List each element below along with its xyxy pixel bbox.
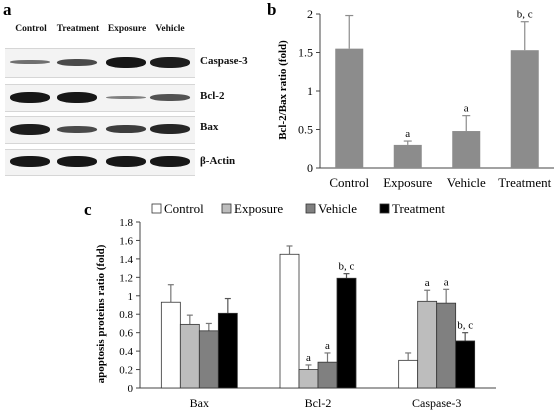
lane-label-control: Control <box>15 24 47 34</box>
chart-c-legend-swatch <box>305 203 316 214</box>
blot-band <box>57 58 97 66</box>
chart-b-x-tick-label: Vehicle <box>447 175 486 190</box>
blot-band <box>57 156 97 167</box>
chart-c-bar <box>160 301 181 389</box>
blot-label-bcl-2: Bcl-2 <box>200 90 225 102</box>
chart-c-bar <box>198 330 219 389</box>
blot-band <box>106 125 146 133</box>
chart-c-x-tick-label: Caspase-3 <box>412 396 461 410</box>
chart-c-y-tick-label: 0 <box>128 383 134 395</box>
chart-c-legend-label: Vehicle <box>318 201 357 216</box>
chart-c-legend-label: Treatment <box>392 201 445 216</box>
chart-b-x-tick-label: Control <box>329 175 369 190</box>
chart-c-y-tick-label: 1.2 <box>119 272 133 284</box>
chart-b-y-tick-label: 2 <box>307 7 313 21</box>
blot-band <box>57 125 97 133</box>
lane-label-exposure: Exposure <box>107 24 147 34</box>
blot-band <box>150 56 190 68</box>
chart-c-legend: Control Exposure Vehicle Treatment <box>151 201 445 216</box>
bcl2-bax-ratio-chart: Bcl-2/Bax ratio (fold) 0 0.5 1 1.5 2 Control E… <box>277 7 554 190</box>
chart-c-legend-swatch <box>379 203 390 214</box>
blot-band <box>10 156 50 167</box>
chart-c-legend-label: Control <box>164 201 204 216</box>
chart-c-bar <box>298 369 319 389</box>
chart-c-bar <box>417 300 438 389</box>
blot-band <box>10 60 50 64</box>
chart-c-legend-swatch <box>221 203 232 214</box>
chart-c-annotation: a <box>306 352 311 364</box>
chart-c-legend-swatch <box>151 203 162 214</box>
chart-c-annotation: b, c <box>339 261 355 273</box>
chart-c-bar <box>436 302 457 389</box>
chart-c-annotation: b, c <box>457 320 473 332</box>
chart-b-marks: a a b, c <box>335 9 539 168</box>
chart-c-legend-label: Exposure <box>234 201 283 216</box>
chart-c-y-tick-label: 0.4 <box>119 346 133 358</box>
chart-b-x-tick-label: Exposure <box>383 175 432 190</box>
chart-b-y-tick-label: 0 <box>307 161 313 175</box>
chart-c-axes: 0 0.2 0.4 0.6 0.8 1 1.2 1.4 1.6 1.8 Bax Bcl-2 Caspas… <box>119 217 496 410</box>
chart-c-bar <box>279 253 300 389</box>
chart-b-ylabel: Bcl-2/Bax ratio (fold) <box>277 40 289 140</box>
chart-c-y-tick-label: 1.6 <box>119 235 133 247</box>
chart-b-annotation: a <box>464 103 469 115</box>
chart-c-bar <box>317 361 338 389</box>
chart-c-x-tick-label: Bcl-2 <box>305 396 332 410</box>
chart-c-bar <box>398 359 419 389</box>
chart-c-y-tick-label: 0.8 <box>119 309 133 321</box>
chart-c-y-tick-label: 0.6 <box>119 328 133 340</box>
blot-band <box>106 56 146 68</box>
chart-c-annotation: a <box>325 340 330 352</box>
western-blot-panel: Control Treatment Exposure Vehicle Caspa… <box>0 0 260 190</box>
chart-b-y-tick-label: 1.5 <box>298 46 313 60</box>
chart-b-bar <box>393 144 422 168</box>
panel-c-letter: c <box>84 200 92 219</box>
chart-c-bar <box>336 277 357 389</box>
chart-c-x-tick-label: Bax <box>190 396 209 410</box>
chart-b-y-tick-label: 1 <box>307 84 313 98</box>
blot-band <box>150 124 190 134</box>
chart-c-bar <box>217 312 238 389</box>
chart-b-bar <box>510 50 539 168</box>
chart-b-y-tick-label: 0.5 <box>298 123 313 137</box>
chart-c-marks: a a b, c a a b, c <box>160 245 476 389</box>
chart-c-ylabel: apoptosis proteins ratio (fold) <box>95 244 107 383</box>
chart-b-bar <box>452 131 481 168</box>
blot-band <box>150 156 190 167</box>
chart-b-x-tick-label: Treatment <box>498 175 551 190</box>
blot-band <box>106 95 146 99</box>
chart-c-y-tick-label: 0.2 <box>119 365 133 377</box>
blot-label-bax: Bax <box>200 121 219 133</box>
chart-c-y-tick-label: 1.8 <box>119 217 133 229</box>
blot-band <box>10 91 50 103</box>
blot-band <box>150 93 190 101</box>
chart-b-bar <box>335 48 364 168</box>
chart-c-bar <box>455 340 476 389</box>
chart-b-axes: 0 0.5 1 1.5 2 Control Exposure Vehicle Treatment <box>298 7 554 190</box>
apoptosis-proteins-chart: apoptosis proteins ratio (fold) Control E… <box>95 201 496 410</box>
panel-b-letter: b <box>267 0 277 19</box>
blot-band <box>106 156 146 167</box>
blot-band <box>57 91 97 103</box>
chart-c-y-tick-label: 1.4 <box>119 254 133 266</box>
blot-label-caspase-3: Caspase-3 <box>200 55 248 67</box>
chart-c-bar <box>179 323 200 389</box>
chart-c-annotation: a <box>425 277 430 289</box>
panel-a-letter: a <box>3 0 12 19</box>
chart-b-annotation: b, c <box>517 9 533 21</box>
chart-b-annotation: a <box>405 128 410 140</box>
blot-label-beta-actin: β-Actin <box>200 155 236 167</box>
lane-label-treatment: Treatment <box>56 24 100 34</box>
chart-c-annotation: a <box>444 276 449 288</box>
blot-band <box>10 123 50 135</box>
lane-label-vehicle: Vehicle <box>155 24 185 34</box>
chart-c-y-tick-label: 1 <box>128 291 134 303</box>
